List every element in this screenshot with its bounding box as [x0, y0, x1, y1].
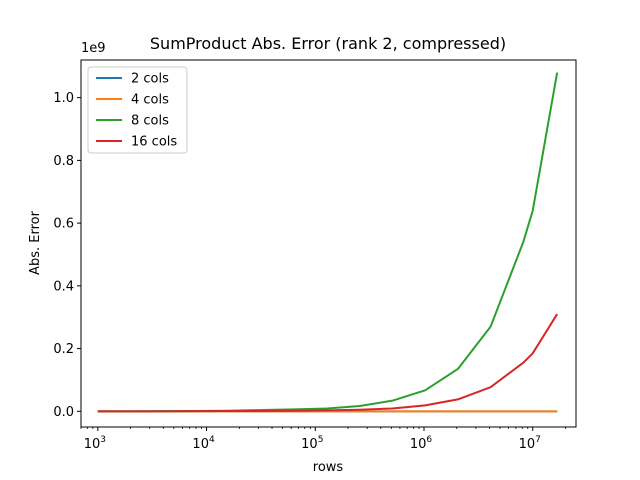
y-tick-label: 1.0 — [53, 91, 74, 106]
x-axis-ticks: 103 104 105 106 107 — [80, 427, 566, 452]
plot-area — [97, 72, 559, 413]
y-tick-label: 0.0 — [53, 405, 74, 420]
x-tick-exponent: 6 — [426, 435, 432, 445]
x-tick-exponent: 5 — [318, 435, 324, 445]
chart-title: SumProduct Abs. Error (rank 2, compresse… — [150, 34, 506, 53]
x-tick-exponent: 3 — [100, 435, 106, 445]
y-axis-label: Abs. Error — [28, 210, 43, 275]
y-tick-label: 0.2 — [53, 342, 74, 357]
y-axis-ticks: 0.0 0.2 0.4 0.6 0.8 1.0 — [53, 91, 81, 420]
y-tick-label: 0.6 — [53, 217, 74, 232]
legend: 2 cols 4 cols 8 cols 16 cols — [87, 66, 188, 154]
x-tick-exponent: 4 — [209, 435, 215, 445]
y-tick-label: 0.8 — [53, 154, 74, 169]
x-tick-base: 10 — [519, 437, 536, 452]
y-offset-label: 1e9 — [81, 41, 106, 56]
x-tick-exponent: 7 — [535, 435, 541, 445]
plot-frame — [80, 59, 577, 428]
x-tick-label: 105 — [301, 435, 323, 452]
series-line-16-cols — [97, 313, 559, 413]
legend-label: 8 cols — [131, 114, 169, 129]
legend-box — [87, 66, 188, 154]
x-tick-base: 10 — [301, 437, 318, 452]
x-tick-label: 107 — [519, 435, 541, 452]
x-tick-label: 106 — [410, 435, 433, 452]
x-tick-base: 10 — [192, 437, 209, 452]
legend-label: 16 cols — [131, 135, 177, 150]
legend-label: 4 cols — [131, 93, 169, 108]
x-axis-label: rows — [313, 460, 344, 475]
x-tick-base: 10 — [410, 437, 427, 452]
x-tick-base: 10 — [84, 437, 101, 452]
x-tick-label: 104 — [192, 435, 215, 452]
y-tick-label: 0.4 — [53, 279, 74, 294]
legend-label: 2 cols — [131, 72, 169, 87]
x-tick-label: 103 — [84, 435, 106, 452]
